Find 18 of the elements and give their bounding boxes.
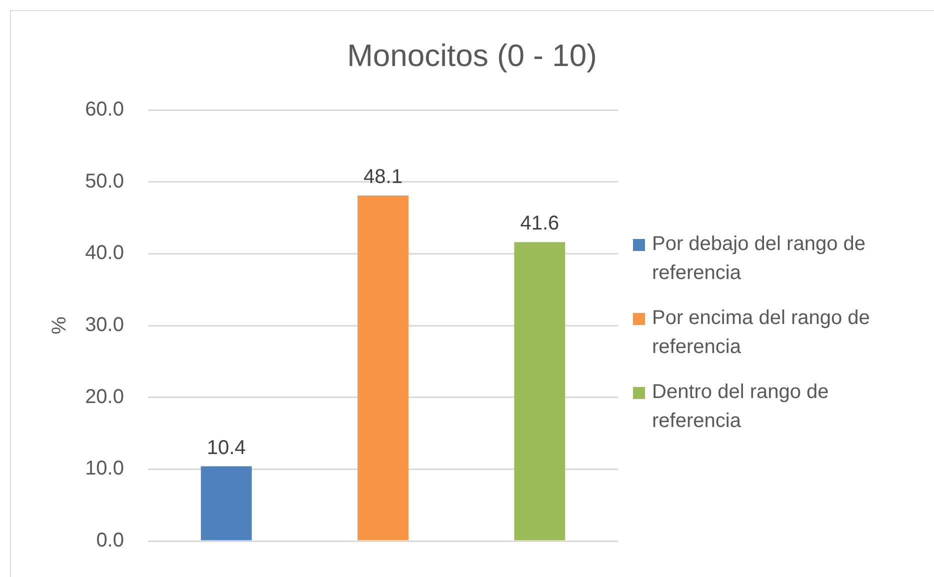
y-tick-label: 0.0 — [96, 530, 124, 552]
chart-title: Monocitos (0 - 10) — [346, 38, 598, 74]
data-label: 48.1 — [364, 166, 402, 188]
y-tick-label: 30.0 — [85, 314, 124, 336]
legend-label: Dentro del rango de referencia — [652, 380, 830, 434]
y-tick-label: 20.0 — [85, 386, 124, 408]
y-tick-label: 60.0 — [85, 98, 124, 121]
data-label: 41.6 — [520, 212, 560, 235]
bar — [514, 242, 566, 540]
bar — [200, 466, 252, 540]
y-tick-label: 10.0 — [85, 458, 124, 480]
y-tick-label: 40.0 — [85, 242, 124, 264]
legend-label: Por debajo del rango de referencia — [652, 232, 866, 286]
y-tick-label: 50.0 — [85, 170, 124, 192]
y-axis-title: % — [48, 316, 71, 334]
legend-label: Por encima del rango de referencia — [652, 306, 871, 360]
bar — [358, 195, 408, 540]
data-label: 10.4 — [206, 436, 246, 459]
